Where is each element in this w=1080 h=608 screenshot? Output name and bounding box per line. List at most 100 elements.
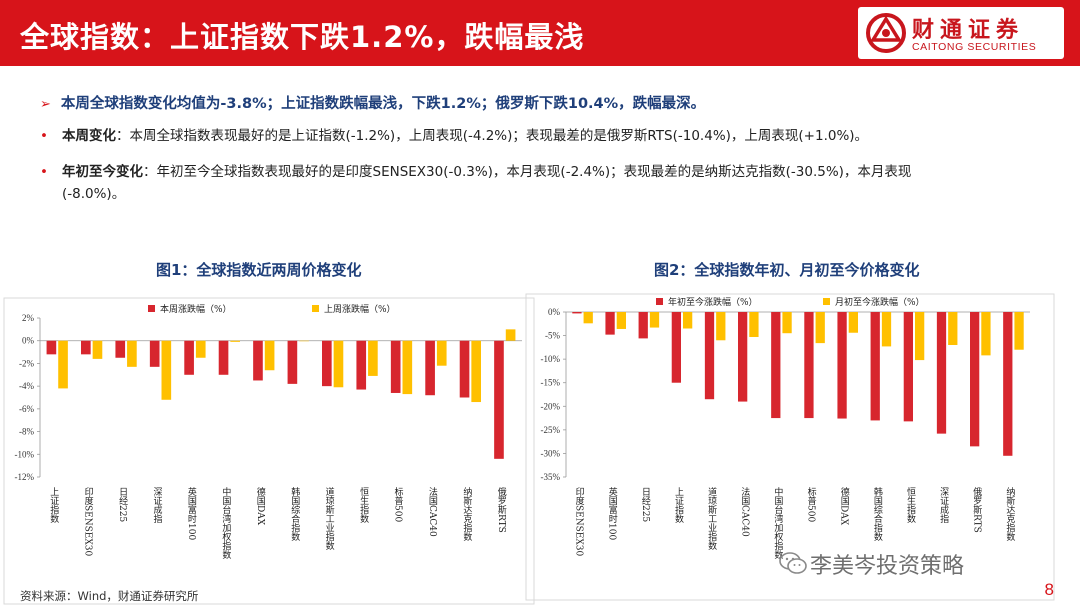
x-category-label: 中国台湾加权指数 bbox=[220, 486, 231, 560]
y-tick-label: 2% bbox=[22, 313, 35, 323]
chart2-ytd-mtd-change: 0% -5% -10% -15% -20% -25% -30% -35% 印度SENSEX30 英… bbox=[525, 293, 1055, 601]
legend-swatch bbox=[656, 298, 663, 305]
x-category-label: 纳斯达克指数 bbox=[461, 486, 472, 542]
bar bbox=[970, 312, 980, 447]
x-category-label: 标普500 bbox=[806, 486, 817, 523]
x-category-label: 道琼斯工业指数 bbox=[706, 486, 717, 551]
y-tick-label: -4% bbox=[19, 381, 34, 391]
bar bbox=[605, 312, 615, 335]
x-category-label: 韩国综合指数 bbox=[289, 486, 300, 542]
x-category-label: 英国富时100 bbox=[186, 486, 197, 541]
bar bbox=[1014, 312, 1024, 350]
bar bbox=[459, 340, 470, 398]
chart2-title: 图2：全球指数年初、月初至今价格变化 bbox=[654, 261, 920, 279]
legend-swatch bbox=[312, 305, 319, 312]
bar bbox=[936, 312, 947, 434]
bar bbox=[494, 340, 504, 459]
y-tick-label: -15% bbox=[541, 378, 561, 388]
caitong-logo-icon bbox=[866, 13, 906, 53]
bar bbox=[264, 340, 275, 371]
x-category-label: 纳斯达克指数 bbox=[1004, 486, 1015, 542]
x-category-label: 深证成指 bbox=[938, 487, 949, 524]
x-category-label: 俄罗斯RTS bbox=[496, 486, 507, 533]
bar bbox=[115, 340, 126, 358]
bar bbox=[46, 340, 57, 355]
y-tick-label: 0% bbox=[548, 307, 561, 317]
bar bbox=[471, 340, 481, 403]
y-tick-label: -8% bbox=[19, 427, 34, 437]
bar bbox=[436, 340, 447, 366]
bar bbox=[649, 312, 660, 328]
legend-label: 年初至今涨跌幅（%） bbox=[668, 296, 758, 308]
bar bbox=[368, 340, 378, 376]
bar bbox=[1003, 312, 1013, 456]
bar bbox=[671, 312, 681, 383]
x-category-label: 深证成指 bbox=[152, 487, 163, 524]
y-tick-label: -5% bbox=[545, 331, 560, 341]
x-category-label: 日经225 bbox=[117, 487, 128, 523]
x-category-label: 恒生指数 bbox=[905, 486, 916, 524]
x-category-label: 日经225 bbox=[640, 487, 651, 523]
x-category-label: 道琼斯工业指数 bbox=[324, 486, 335, 551]
bar bbox=[704, 312, 715, 400]
bar bbox=[161, 340, 172, 400]
legend-swatch bbox=[823, 298, 830, 305]
y-tick-label: -20% bbox=[541, 401, 561, 411]
bar bbox=[127, 340, 137, 367]
bar bbox=[848, 312, 858, 333]
bar bbox=[683, 312, 693, 329]
bar bbox=[287, 340, 298, 384]
bar bbox=[583, 312, 593, 324]
x-category-label: 俄罗斯RTS bbox=[971, 486, 982, 533]
y-tick-label: -10% bbox=[541, 354, 561, 364]
bar bbox=[782, 312, 792, 334]
legend-label: 上周涨跌幅（%） bbox=[324, 303, 396, 315]
bar bbox=[948, 312, 958, 345]
x-category-label: 印度SENSEX30 bbox=[83, 486, 94, 557]
page-title: 全球指数：上证指数下跌1.2%，跌幅最浅 bbox=[20, 20, 585, 54]
y-tick-label: -6% bbox=[19, 404, 34, 414]
bar bbox=[915, 312, 925, 361]
page-number: 8 bbox=[1044, 580, 1054, 599]
bar bbox=[870, 312, 880, 421]
bar bbox=[804, 312, 814, 419]
bar bbox=[837, 312, 847, 419]
header-bar: 全球指数：上证指数下跌1.2%，跌幅最浅 财通证券 CAITONG SECURI… bbox=[0, 0, 1080, 66]
x-category-label: 法国CAC40 bbox=[427, 486, 438, 537]
x-category-label: 中国台湾加权指数 bbox=[772, 486, 783, 560]
summary-line: ➢ 本周全球指数变化均值为-3.8%；上证指数跌幅最浅，下跌1.2%；俄罗斯下跌1… bbox=[40, 92, 705, 113]
y-tick-label: -25% bbox=[541, 425, 561, 435]
wechat-icon bbox=[779, 552, 807, 574]
x-category-label: 上证指数 bbox=[673, 487, 684, 524]
legend-label: 本周涨跌幅（%） bbox=[160, 303, 232, 315]
bar bbox=[253, 340, 263, 381]
y-tick-label: -30% bbox=[541, 448, 561, 458]
bar bbox=[390, 340, 401, 393]
legend-label: 月初至今涨跌幅（%） bbox=[835, 296, 925, 308]
watermark-text: 李美岑投资策略 bbox=[810, 554, 965, 579]
chart-frame bbox=[3, 297, 535, 605]
bar bbox=[505, 329, 516, 341]
y-tick-label: 0% bbox=[22, 336, 35, 346]
bar bbox=[815, 312, 825, 344]
bar bbox=[322, 340, 332, 387]
bar bbox=[572, 312, 582, 314]
bullet-dot-icon: • bbox=[40, 128, 48, 144]
bar bbox=[881, 312, 892, 347]
x-category-label: 法国CAC40 bbox=[739, 486, 750, 537]
chart-frame bbox=[525, 293, 1055, 601]
bullet-label: 年初至今变化 bbox=[62, 164, 143, 180]
bar bbox=[195, 340, 206, 358]
x-category-label: 德国DAX bbox=[839, 486, 850, 526]
bar bbox=[184, 340, 194, 375]
bar bbox=[425, 340, 435, 396]
bar bbox=[749, 312, 759, 337]
source-note: 资料来源：Wind，财通证券研究所 bbox=[20, 589, 199, 603]
legend-swatch bbox=[148, 305, 155, 312]
x-category-label: 恒生指数 bbox=[358, 486, 369, 524]
bar bbox=[81, 340, 91, 355]
y-tick-label: -2% bbox=[19, 358, 34, 368]
bar bbox=[738, 312, 748, 402]
bullet-dot-icon: • bbox=[40, 164, 48, 180]
x-category-label: 韩国综合指数 bbox=[872, 486, 883, 542]
